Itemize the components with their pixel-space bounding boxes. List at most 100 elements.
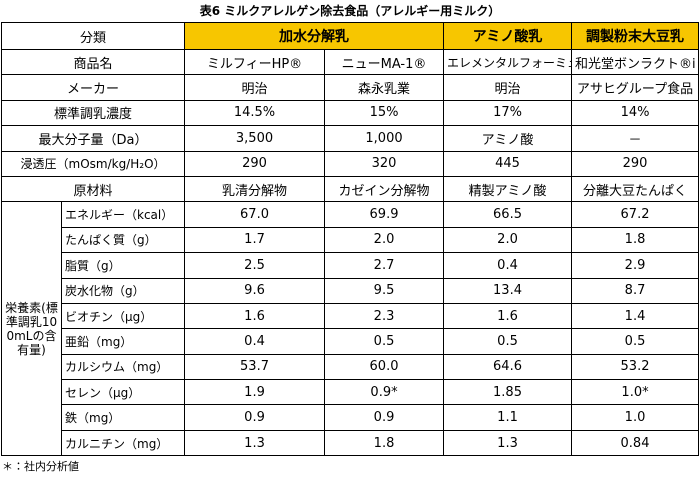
table-row: 亜鉛（mg） 0.4 0.5 0.5 0.5 <box>2 328 700 355</box>
cell: 2.7 <box>324 252 445 279</box>
group-header: 加水分解乳 <box>184 22 445 50</box>
table-row: カルニチン（mg） 1.3 1.8 1.3 0.84 <box>2 429 700 457</box>
row-label: 亜鉛（mg） <box>60 328 186 355</box>
cell: 0.5 <box>324 328 445 355</box>
table-row: 最大分子量（Da） 3,500 1,000 アミノ酸－ <box>0 125 700 152</box>
cell: 和光堂ボンラクト®i <box>571 48 700 76</box>
row-label: メーカー <box>0 74 186 101</box>
cell: 1.0* <box>571 379 700 406</box>
cell: 67.2 <box>571 201 700 228</box>
row-label: 商品名 <box>0 48 186 76</box>
cell: 60.0 <box>324 353 445 381</box>
row-label: 原材料 <box>0 175 186 203</box>
group-header: 調製粉末大豆乳 <box>571 22 700 50</box>
cell: 290 <box>571 150 700 177</box>
cell: 66.5 <box>443 201 573 228</box>
footnote: ＊：社内分析値 <box>2 460 79 473</box>
cell: 1.3 <box>184 429 326 457</box>
cell: アサヒグループ食品 <box>571 74 700 101</box>
row-label: エネルギー（kcal） <box>60 201 186 228</box>
cell: 2.0 <box>443 226 573 254</box>
cell: 17% <box>443 99 573 127</box>
cell: 精製アミノ酸 <box>443 175 573 203</box>
group-header: アミノ酸乳 <box>443 22 573 50</box>
table-row: メーカー 明治 森永乳業 明治 アサヒグループ食品 <box>0 74 700 101</box>
cell: カゼイン分解物 <box>324 175 445 203</box>
cell: 320 <box>324 150 445 177</box>
table-row: 炭水化物（g） 9.6 9.5 13.4 8.7 <box>2 277 700 304</box>
cell: 69.9 <box>324 201 445 228</box>
cell: 2.0 <box>324 226 445 254</box>
cell: 9.6 <box>184 277 326 304</box>
cell: 14% <box>571 99 700 127</box>
cell: 290 <box>184 150 326 177</box>
cell: 1.4 <box>571 302 700 330</box>
table-row: カルシウム（mg） 53.7 60.0 64.6 53.2 <box>2 353 700 381</box>
cell: 53.7 <box>184 353 326 381</box>
table-row: ビオチン（μg） 1.6 2.3 1.6 1.4 <box>2 302 700 330</box>
cell: 乳清分解物 <box>184 175 326 203</box>
cell: 1.0 <box>571 404 700 431</box>
cell: 0.5 <box>443 328 573 355</box>
cell: 1.7 <box>184 226 326 254</box>
table-row: たんぱく質（g） 1.7 2.0 2.0 1.8 <box>2 226 700 254</box>
cell: 67.0 <box>184 201 326 228</box>
row-label: たんぱく質（g） <box>60 226 186 254</box>
cell: ミルフィーHP® <box>184 48 326 76</box>
table-row: 原材料 乳清分解物 カゼイン分解物 精製アミノ酸 分離大豆たんぱく <box>0 175 700 203</box>
table-row: 浸透圧（mOsm/kg/H₂O） 290 320 445 290 <box>0 150 700 177</box>
row-label: セレン（μg） <box>60 379 186 406</box>
cell: 明治 <box>184 74 326 101</box>
row-label: 最大分子量（Da） <box>0 125 186 152</box>
table-row: 分類 加水分解乳 アミノ酸乳 調製粉末大豆乳 <box>0 22 700 50</box>
cell: 1.6 <box>443 302 573 330</box>
cell: 0.4 <box>184 328 326 355</box>
title: 表6 ミルクアレルゲン除去食品（アレルギー用ミルク） <box>199 4 501 18</box>
row-label: 炭水化物（g） <box>60 277 186 304</box>
cell: 1.1 <box>443 404 573 431</box>
cell: 1.85 <box>443 379 573 406</box>
cell: 0.9 <box>184 404 326 431</box>
table-row: 標準調乳濃度 14.5% 15% 17% 14% <box>0 99 700 127</box>
cell: 0.4 <box>443 252 573 279</box>
cell: － <box>571 125 700 152</box>
cell: 0.9* <box>324 379 445 406</box>
table-row: 栄養素(標準調乳100mLの含有量) エネルギー（kcal） 67.0 69.9 66.… <box>1 201 700 457</box>
cell: 明治 <box>443 74 573 101</box>
cell: 9.5 <box>324 277 445 304</box>
cell: 2.5 <box>184 252 326 279</box>
cell: 53.2 <box>571 353 700 381</box>
cell: 14.5% <box>184 99 326 127</box>
table: 分類 加水分解乳 アミノ酸乳 調製粉末大豆乳 商品名 ミルフィーHP® ニューMA-1® エレ… <box>0 22 700 457</box>
cell: 3,500 <box>184 125 326 152</box>
cell: 64.6 <box>443 353 573 381</box>
table-body: 分類 加水分解乳 アミノ酸乳 調製粉末大豆乳 商品名 ミルフィーHP® ニューMA-1® エレ… <box>0 22 700 457</box>
cell: 1.6 <box>184 302 326 330</box>
row-label: 脂質（g） <box>60 252 186 279</box>
cell: 2.3 <box>324 302 445 330</box>
cell: 1,000 <box>324 125 445 152</box>
cell: 1.9 <box>184 379 326 406</box>
row-label: カルシウム（mg） <box>60 353 186 381</box>
cell: 1.8 <box>571 226 700 254</box>
table-row: 脂質（g） 2.5 2.7 0.4 2.9 <box>2 252 700 279</box>
cell: 分離大豆たんぱく <box>571 175 700 203</box>
cell: 15% <box>324 99 445 127</box>
row-label: 鉄（mg） <box>60 404 186 431</box>
table-row: 鉄（mg） 0.9 0.9 1.1 1.0 <box>2 404 700 431</box>
table-row: セレン（μg） 1.9 0.9* 1.85 1.0* <box>2 379 700 406</box>
cell: 0.9 <box>324 404 445 431</box>
cell: 445 <box>443 150 573 177</box>
row-label: 浸透圧（mOsm/kg/H₂O） <box>0 150 186 177</box>
cell: 0.84 <box>571 429 700 457</box>
cell: 森永乳業 <box>324 74 445 101</box>
group-label: 栄養素(標準調乳100mLの含有量) <box>1 201 62 457</box>
header-cell: 分類 <box>0 22 186 50</box>
cell: 8.7 <box>571 277 700 304</box>
cell: 1.8 <box>324 429 445 457</box>
row-label: ビオチン（μg） <box>60 302 186 330</box>
cell: 2.9 <box>571 252 700 279</box>
cell: 13.4 <box>443 277 573 304</box>
cell: エレメンタルフォーミュラ® <box>443 48 573 76</box>
